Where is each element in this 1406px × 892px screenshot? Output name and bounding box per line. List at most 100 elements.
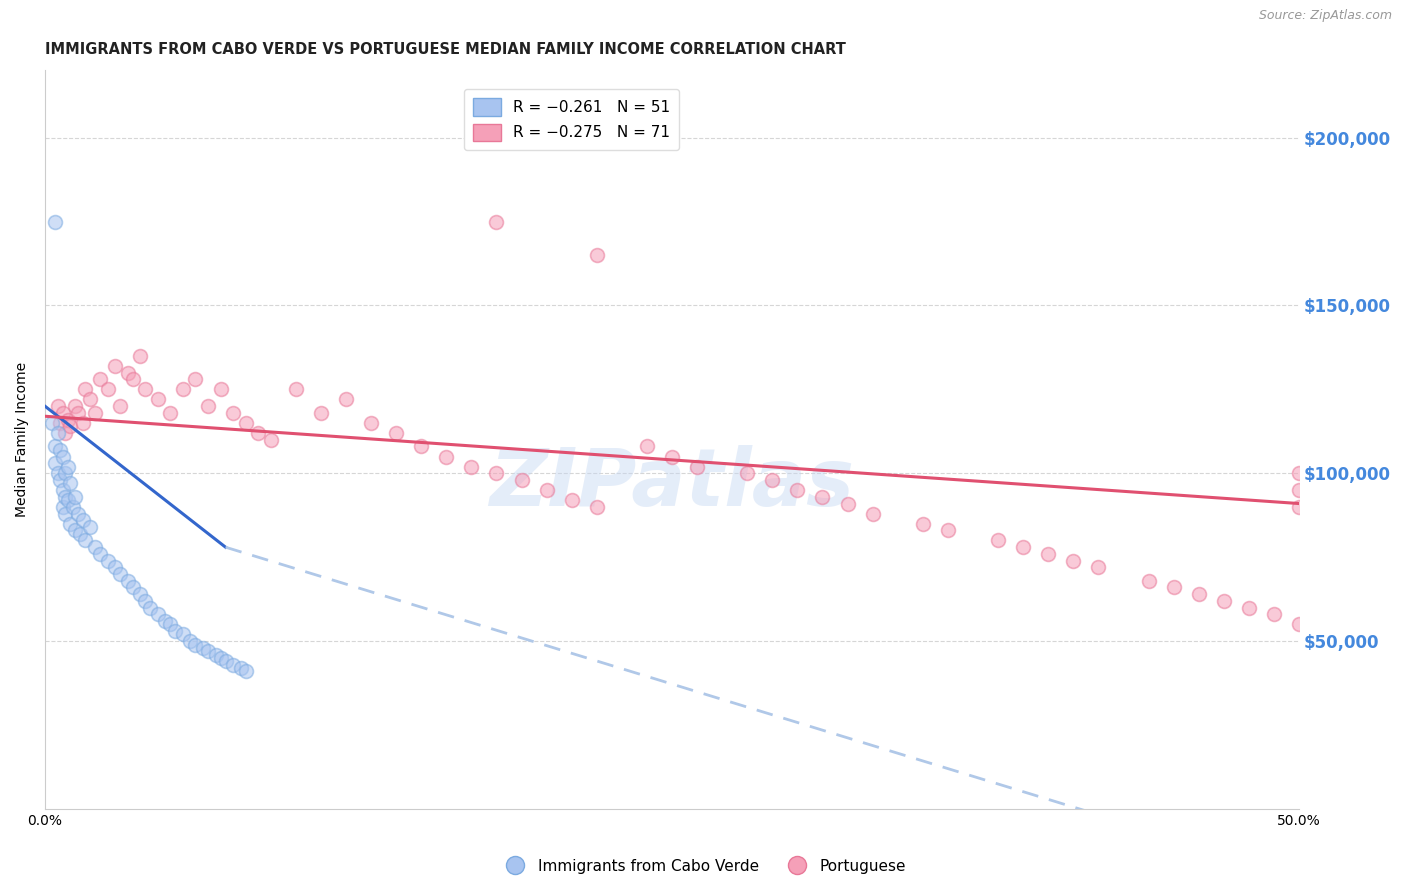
Point xyxy=(284,383,307,397)
Point xyxy=(229,661,252,675)
Point xyxy=(79,392,101,407)
Point xyxy=(1062,554,1084,568)
Point xyxy=(247,425,270,440)
Y-axis label: Median Family Income: Median Family Income xyxy=(15,362,30,517)
Point xyxy=(46,467,69,481)
Text: IMMIGRANTS FROM CABO VERDE VS PORTUGUESE MEDIAN FAMILY INCOME CORRELATION CHART: IMMIGRANTS FROM CABO VERDE VS PORTUGUESE… xyxy=(45,42,846,57)
Point xyxy=(636,440,658,454)
Point xyxy=(134,594,156,608)
Point xyxy=(117,574,139,588)
Point xyxy=(1087,560,1109,574)
Legend: R = −0.261   N = 51, R = −0.275   N = 71: R = −0.261 N = 51, R = −0.275 N = 71 xyxy=(464,89,679,151)
Point xyxy=(1288,617,1310,632)
Point xyxy=(56,412,79,426)
Point xyxy=(104,359,127,373)
Point xyxy=(1288,483,1310,497)
Point xyxy=(485,467,508,481)
Point xyxy=(97,383,120,397)
Point xyxy=(172,627,194,641)
Point xyxy=(1237,600,1260,615)
Point xyxy=(44,440,66,454)
Point xyxy=(46,399,69,413)
Point xyxy=(184,372,207,386)
Point xyxy=(97,554,120,568)
Point xyxy=(536,483,558,497)
Point xyxy=(309,406,332,420)
Text: Source: ZipAtlas.com: Source: ZipAtlas.com xyxy=(1258,9,1392,22)
Point xyxy=(197,644,219,658)
Point xyxy=(686,459,709,474)
Point xyxy=(159,406,181,420)
Point xyxy=(204,648,226,662)
Point xyxy=(110,567,132,582)
Point xyxy=(51,450,73,464)
Point xyxy=(260,433,283,447)
Point xyxy=(49,416,72,430)
Point xyxy=(335,392,357,407)
Point xyxy=(121,581,143,595)
Point xyxy=(837,497,859,511)
Point xyxy=(159,617,181,632)
Point xyxy=(1212,594,1234,608)
Point xyxy=(63,524,86,538)
Point xyxy=(51,406,73,420)
Point xyxy=(1288,500,1310,514)
Point xyxy=(911,516,934,531)
Point xyxy=(139,600,162,615)
Point xyxy=(56,493,79,508)
Point xyxy=(41,416,63,430)
Point xyxy=(129,349,152,363)
Point xyxy=(585,500,607,514)
Text: ZIPatlas: ZIPatlas xyxy=(489,445,855,523)
Point xyxy=(184,638,207,652)
Point xyxy=(1038,547,1060,561)
Point xyxy=(129,587,152,601)
Point xyxy=(44,456,66,470)
Point xyxy=(179,634,201,648)
Point xyxy=(1012,540,1035,554)
Point xyxy=(585,248,607,262)
Point xyxy=(222,406,245,420)
Point xyxy=(191,640,214,655)
Point xyxy=(434,450,457,464)
Point xyxy=(209,383,232,397)
Point xyxy=(134,383,156,397)
Point xyxy=(46,425,69,440)
Point xyxy=(460,459,482,474)
Point xyxy=(235,665,257,679)
Point xyxy=(89,372,111,386)
Point xyxy=(49,442,72,457)
Point xyxy=(1163,581,1185,595)
Point xyxy=(385,425,408,440)
Point xyxy=(89,547,111,561)
Point xyxy=(485,214,508,228)
Legend: Immigrants from Cabo Verde, Portuguese: Immigrants from Cabo Verde, Portuguese xyxy=(494,853,912,880)
Point xyxy=(862,507,884,521)
Point xyxy=(84,406,107,420)
Point xyxy=(53,467,76,481)
Point xyxy=(214,654,236,668)
Point xyxy=(786,483,808,497)
Point xyxy=(53,490,76,504)
Point xyxy=(209,651,232,665)
Point xyxy=(63,490,86,504)
Point xyxy=(360,416,382,430)
Point xyxy=(1137,574,1160,588)
Point xyxy=(1263,607,1285,622)
Point xyxy=(69,526,91,541)
Point xyxy=(510,473,533,487)
Point xyxy=(222,657,245,672)
Point xyxy=(1188,587,1211,601)
Point xyxy=(84,540,107,554)
Point xyxy=(1288,467,1310,481)
Point xyxy=(72,416,94,430)
Point xyxy=(59,516,82,531)
Point xyxy=(49,473,72,487)
Point xyxy=(63,399,86,413)
Point xyxy=(75,533,97,548)
Point xyxy=(53,425,76,440)
Point xyxy=(44,214,66,228)
Point xyxy=(155,614,177,628)
Point xyxy=(79,520,101,534)
Point xyxy=(104,560,127,574)
